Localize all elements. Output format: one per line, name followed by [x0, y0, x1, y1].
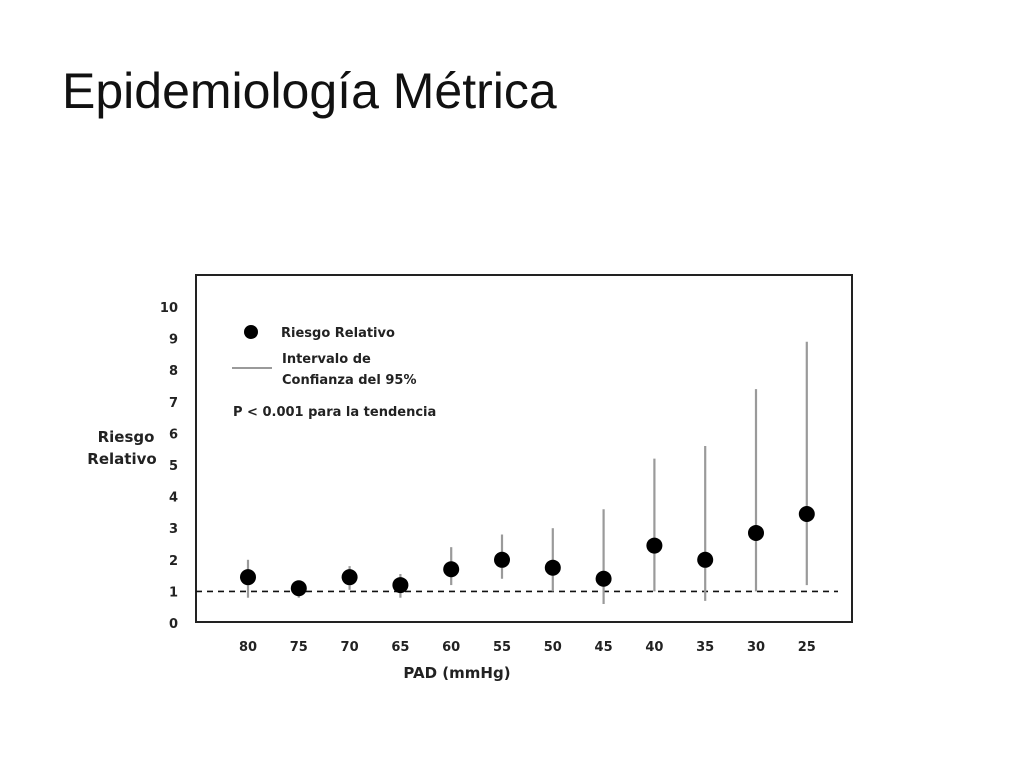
x-tick-group: 80 75 70 65 60 55 50 45 40 35 30 25: [239, 640, 816, 655]
points-group: [240, 505, 815, 597]
x-tick-label: 50: [544, 640, 562, 655]
x-tick-label: 25: [798, 640, 816, 655]
legend-ci-label-line2: Confianza del 95%: [282, 373, 416, 388]
x-tick-label: 75: [290, 640, 308, 655]
data-point: [240, 569, 256, 586]
x-tick-label: 55: [493, 640, 511, 655]
legend: Riesgo Relativo Intervalo de Confianza d…: [232, 325, 436, 420]
x-tick-label: 35: [696, 640, 714, 655]
y-tick-label: 7: [169, 396, 178, 411]
y-tick-label: 10: [160, 301, 178, 316]
data-point: [748, 524, 764, 541]
y-tick-group: 0 1 2 3 4 5 6 7 8 9 10: [160, 301, 178, 632]
plot-frame: [195, 274, 853, 623]
x-tick-label: 30: [747, 640, 765, 655]
legend-p-value: P < 0.001 para la tendencia: [233, 405, 436, 420]
y-tick-label: 8: [169, 364, 178, 379]
data-point: [595, 570, 612, 587]
y-tick-label: 0: [169, 617, 178, 632]
x-axis-label: PAD (mmHg): [403, 664, 510, 682]
y-tick-label: 5: [169, 459, 178, 474]
y-tick-label: 1: [169, 585, 178, 600]
x-tick-label: 65: [391, 640, 409, 655]
x-tick-label: 60: [442, 640, 460, 655]
data-point: [341, 569, 358, 586]
data-point: [646, 537, 663, 554]
y-tick-label: 9: [169, 333, 178, 348]
data-point: [798, 505, 815, 522]
legend-point-label: Riesgo Relativo: [281, 326, 395, 341]
slide-title: Epidemiología Métrica: [62, 63, 557, 119]
y-tick-label: 3: [169, 522, 178, 537]
data-point: [494, 551, 510, 568]
data-point: [392, 577, 409, 594]
y-tick-label: 2: [169, 554, 178, 569]
x-tick-label: 80: [239, 640, 257, 655]
y-tick-label: 4: [169, 491, 178, 506]
x-tick-label: 40: [645, 640, 663, 655]
data-point: [544, 559, 561, 576]
y-tick-label: 6: [169, 427, 178, 442]
y-axis-label-line2: Relativo: [87, 450, 156, 468]
legend-point-marker: [244, 325, 258, 339]
data-point: [697, 551, 714, 568]
x-tick-label: 45: [595, 640, 613, 655]
x-tick-label: 70: [341, 640, 359, 655]
data-point: [290, 580, 307, 597]
y-axis-label-line1: Riesgo: [98, 428, 155, 446]
legend-ci-label-line1: Intervalo de: [282, 352, 371, 367]
data-point: [443, 561, 460, 578]
